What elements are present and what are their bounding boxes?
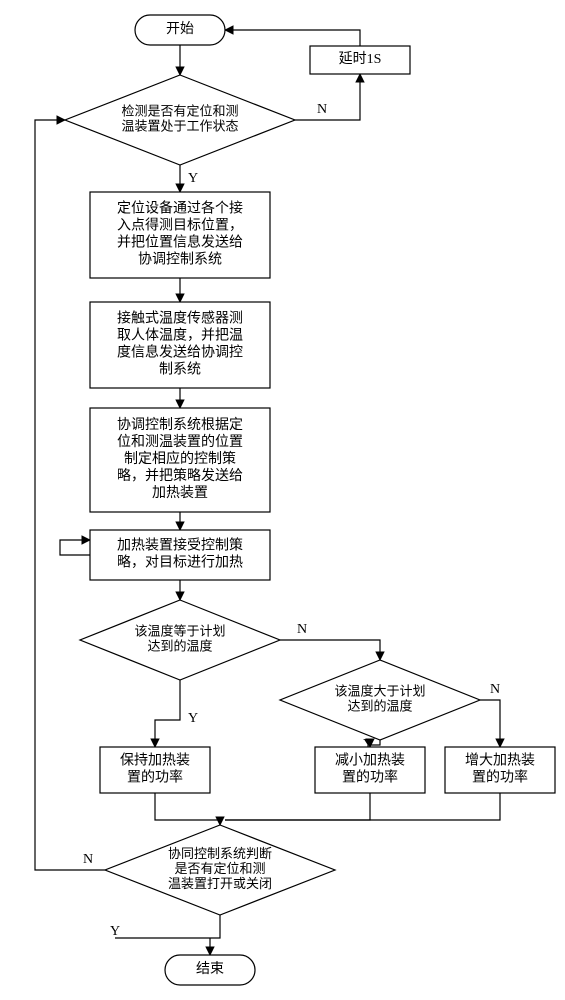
- edge-label: N: [317, 102, 327, 117]
- edge: [60, 540, 90, 555]
- node-d3: 该温度大于计划达到的温度: [280, 660, 480, 740]
- node-start: 开始: [135, 15, 225, 45]
- node-text: 该温度等于计划达到的温度: [134, 623, 225, 653]
- edge: [225, 30, 360, 46]
- node-text: 结束: [196, 961, 224, 977]
- edge: [115, 915, 220, 938]
- node-d2: 该温度等于计划达到的温度: [80, 600, 280, 680]
- edge-label: Y: [188, 711, 198, 726]
- edge: [225, 793, 370, 820]
- edge: [295, 74, 360, 120]
- node-text: 检测是否有定位和测温装置处于工作状态: [121, 103, 238, 133]
- edge: [155, 680, 180, 747]
- node-delay: 延时1S: [310, 46, 410, 74]
- edge: [480, 700, 500, 747]
- edge-label: N: [490, 682, 500, 697]
- node-end: 结束: [165, 955, 255, 985]
- edge-label: N: [83, 852, 93, 867]
- flowchart: NYYNYNNY开始延时1S检测是否有定位和测温装置处于工作状态定位设备通过各个…: [0, 0, 565, 1000]
- node-p1: 定位设备通过各个接入点得测目标位置，并把位置信息发送给协调控制系统: [90, 192, 270, 278]
- node-text: 该温度大于计划达到的温度: [334, 683, 425, 713]
- node-p4: 加热装置接受控制策略，对目标进行加热: [90, 530, 270, 580]
- node-d4: 协同控制系统判断是否有定位和测温装置打开或关闭: [105, 825, 335, 915]
- node-text: 延时1S: [339, 51, 382, 67]
- edge: [225, 793, 500, 820]
- edge-label: Y: [188, 171, 198, 186]
- nodes: 开始延时1S 检测是否有定位和测温装置处于工作状态定位设备通过各个接入点得测目标位…: [65, 15, 555, 985]
- node-text: 开始: [166, 21, 194, 37]
- edge-label: N: [297, 622, 307, 637]
- node-increase: 增大加热装置的功率: [445, 747, 555, 793]
- node-keep: 保持加热装置的功率: [100, 747, 210, 793]
- node-decrease: 减小加热装置的功率: [315, 747, 425, 793]
- edge: [280, 640, 380, 660]
- node-text: 协同控制系统判断是否有定位和测温装置打开或关闭: [168, 846, 272, 891]
- edge: [155, 793, 220, 825]
- node-p3: 协调控制系统根据定位和测温装置的位置制定相应的控制策略，并把策略发送给加热装置: [90, 408, 270, 512]
- node-d1: 检测是否有定位和测温装置处于工作状态: [65, 75, 295, 165]
- node-p2: 接触式温度传感器测取人体温度，并把温度信息发送给协调控制系统: [90, 302, 270, 388]
- edge-label: Y: [110, 924, 120, 939]
